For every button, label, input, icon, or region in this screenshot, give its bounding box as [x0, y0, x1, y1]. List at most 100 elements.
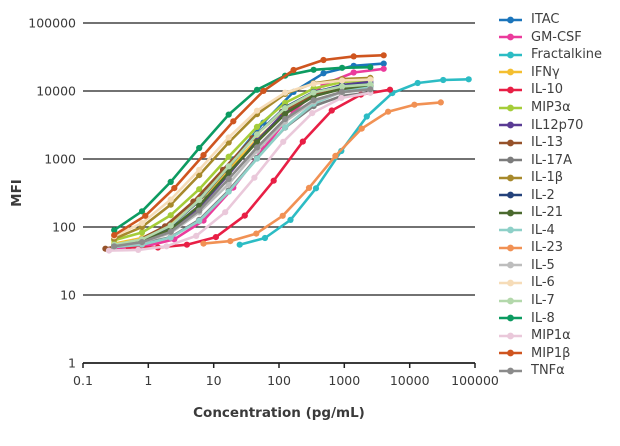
y-tick-label-1000: 1000 — [44, 152, 76, 167]
data-point-marker — [367, 76, 374, 83]
data-point-marker — [350, 69, 357, 76]
data-point-marker — [212, 234, 219, 241]
legend-line-dot-icon — [499, 16, 522, 24]
data-point-marker — [138, 229, 146, 236]
legend-label: IL-7 — [531, 293, 555, 309]
legend-item-IL-4: IL-4 — [498, 222, 602, 240]
data-point-marker — [310, 89, 317, 96]
legend-label: IL-4 — [531, 222, 555, 238]
legend-item-IFNγ: IFNγ — [498, 64, 602, 82]
y-tick-label-100: 100 — [52, 220, 76, 235]
data-point-marker — [339, 77, 346, 84]
legend-item-TNFα: TNFα — [498, 362, 602, 380]
x-tick-label-10000: 10000 — [390, 373, 430, 388]
data-point-marker — [196, 217, 203, 224]
y-tick-label-1: 1 — [68, 356, 76, 371]
y-tick-label-10: 10 — [60, 288, 76, 303]
data-point-marker — [171, 185, 178, 192]
data-point-marker — [310, 66, 317, 73]
legend-line-dot-icon — [499, 209, 522, 217]
data-point-marker — [253, 86, 261, 93]
series-IL-6 — [111, 76, 374, 240]
series-IL-8 — [111, 64, 374, 234]
legend-item-MIP1α: MIP1α — [498, 327, 602, 345]
data-point-marker — [299, 138, 306, 145]
legend-label: Fractalkine — [531, 47, 603, 63]
data-point-marker — [196, 186, 203, 193]
legend-label: IL-2 — [531, 187, 555, 203]
data-point-marker — [253, 230, 260, 237]
data-point-marker — [193, 232, 200, 239]
data-point-marker — [236, 241, 243, 248]
series-line — [112, 78, 372, 238]
data-point-marker — [260, 87, 267, 94]
legend-label: MIP1β — [531, 345, 571, 361]
data-point-marker — [253, 107, 261, 114]
series-line — [112, 85, 372, 247]
legend-item-IL12p70: IL12p70 — [498, 116, 602, 134]
legend-line-dot-icon — [499, 244, 522, 252]
series-line — [112, 83, 372, 246]
legend-label: IL-23 — [531, 240, 564, 256]
legend-item-IL-10: IL-10 — [498, 81, 602, 99]
data-point-marker — [338, 94, 345, 102]
data-point-marker — [230, 118, 237, 125]
legend-label: MIP1α — [531, 328, 571, 344]
series-IL-23 — [200, 99, 444, 247]
legend-line-dot-icon — [499, 139, 522, 146]
data-point-marker — [437, 99, 444, 106]
data-point-marker — [320, 70, 327, 77]
x-tick-label-100000: 100000 — [451, 373, 499, 388]
data-point-marker — [339, 64, 346, 71]
data-point-marker — [225, 169, 232, 176]
x-tick-label-1: 1 — [144, 373, 152, 388]
data-point-marker — [167, 212, 174, 219]
data-point-marker — [386, 86, 394, 93]
series-TNFα — [111, 86, 374, 250]
legend-item-IL-21: IL-21 — [498, 204, 602, 222]
legend-item-IL-5: IL-5 — [498, 257, 602, 275]
data-point-marker — [282, 115, 289, 123]
legend-item-Fractalkine: Fractalkine — [498, 46, 602, 64]
series-line — [112, 88, 372, 248]
data-point-marker — [167, 234, 174, 241]
x-tick-label-1000: 1000 — [328, 373, 360, 388]
data-point-marker — [332, 152, 339, 159]
legend-label: IL-10 — [531, 82, 564, 98]
legend-label: GM-CSF — [531, 29, 582, 45]
legend-label: IL-1β — [531, 170, 564, 186]
data-point-marker — [196, 207, 203, 214]
legend-item-IL-1β: IL-1β — [498, 169, 602, 187]
data-point-marker — [305, 184, 313, 191]
series-line — [238, 78, 470, 246]
data-point-marker — [282, 105, 289, 112]
legend-line-dot-icon — [499, 51, 522, 59]
data-point-marker — [225, 111, 232, 118]
data-point-marker — [367, 86, 374, 93]
data-point-marker — [253, 131, 261, 138]
series-line — [112, 65, 372, 232]
data-point-marker — [261, 234, 269, 242]
legend-label: IL-17A — [531, 152, 572, 168]
data-point-marker — [138, 208, 146, 215]
series-line — [112, 54, 385, 237]
data-point-marker — [222, 209, 229, 216]
data-point-marker — [380, 65, 387, 72]
data-point-marker — [465, 76, 472, 83]
data-point-marker — [282, 124, 289, 131]
legend-item-IL-23: IL-23 — [498, 239, 602, 257]
x-axis-title: Concentration (pg/mL) — [193, 405, 365, 421]
data-point-marker — [167, 196, 174, 203]
data-point-marker — [167, 228, 174, 235]
data-point-marker — [309, 110, 316, 117]
data-point-marker — [227, 238, 234, 245]
data-point-marker — [440, 76, 447, 84]
data-point-marker — [358, 125, 365, 132]
legend-line-dot-icon — [499, 349, 522, 357]
data-point-marker — [282, 110, 289, 117]
y-tick-label-10000: 10000 — [36, 84, 76, 99]
legend-label: IL-5 — [531, 257, 555, 273]
data-point-marker — [200, 152, 207, 159]
data-point-marker — [328, 107, 335, 114]
legend-item-MIP1β: MIP1β — [498, 344, 602, 362]
